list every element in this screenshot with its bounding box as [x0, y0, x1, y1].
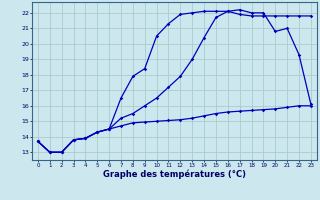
X-axis label: Graphe des températures (°C): Graphe des températures (°C)	[103, 169, 246, 179]
